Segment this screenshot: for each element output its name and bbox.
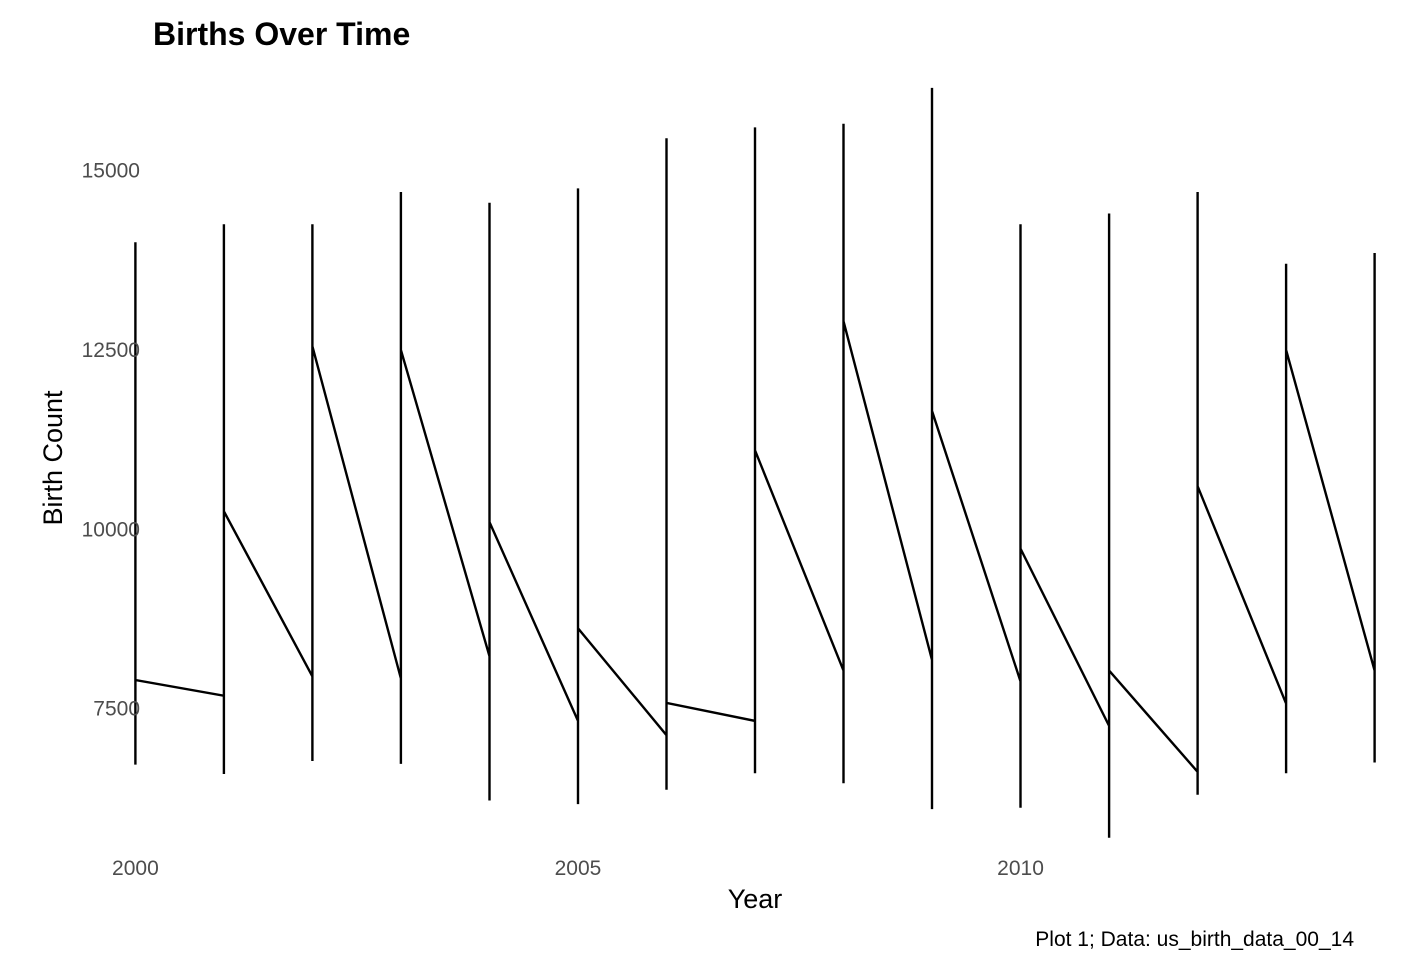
- x-tick-label: 2000: [112, 857, 159, 880]
- y-tick-label: 15000: [82, 159, 140, 182]
- x-tick-label: 2005: [555, 857, 602, 880]
- y-tick-label: 10000: [82, 518, 140, 541]
- series-line-0: [134, 87, 1376, 838]
- x-tick-label: 2010: [997, 857, 1044, 880]
- y-tick-label: 12500: [82, 339, 140, 362]
- chart-title: Births Over Time: [153, 16, 410, 52]
- plot-area: [134, 87, 1376, 838]
- x-axis-title: Year: [728, 884, 783, 914]
- y-axis-ticks: 7500 10000 12500 15000: [82, 159, 140, 720]
- chart-caption: Plot 1; Data: us_birth_data_00_14: [1035, 928, 1354, 951]
- x-axis-ticks: 2000 2005 2010: [112, 857, 1044, 880]
- y-tick-label: 7500: [93, 698, 140, 721]
- y-axis-title: Birth Count: [38, 390, 68, 526]
